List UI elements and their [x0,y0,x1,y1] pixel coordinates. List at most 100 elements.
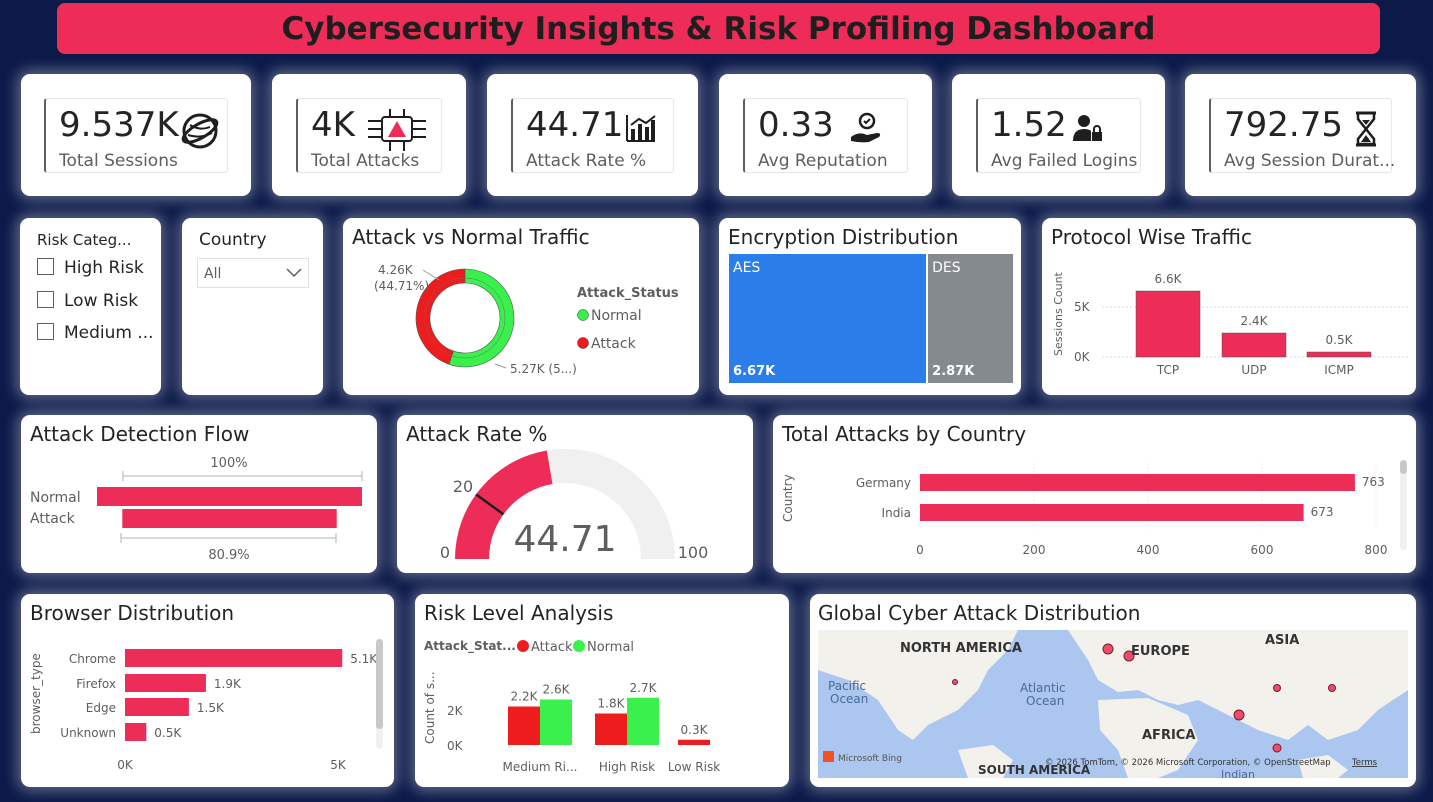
stage-label-attack: Attack [30,511,76,527]
treemap: AES 6.67K DES 2.87K [729,254,1013,383]
kpi-value: 4K [311,105,355,145]
x-tick: 0 [916,543,924,557]
ocean-label: Ocean [1026,694,1064,708]
card-title: Attack Rate % [406,422,548,446]
kpi-label: Total Attacks [311,151,420,171]
slicer-title: Country [199,230,267,250]
legend-label-attack: Attack [531,640,573,655]
x-tick: Medium Ri... [503,760,578,774]
user-lock-icon [1073,115,1102,141]
chevron-down-icon [286,268,302,278]
risk-level-bar-chart: Attack_Stat... Attack Normal Count of s.… [423,639,720,774]
legend-marker-attack [517,640,529,652]
scrollbar[interactable] [376,639,383,749]
attack-detection-flow-card[interactable]: Attack Detection Flow 100% 80.9% Normal … [21,415,377,573]
browser-distribution-card[interactable]: Browser Distribution browser_type 0K 5K Ch… [21,594,394,787]
ocean-label: Ocean [830,692,868,706]
kpi-card-attack-rate[interactable]: 44.71 Attack Rate % [487,74,698,196]
card-title: Total Attacks by Country [782,422,1027,446]
map-logo-text: Microsoft Bing [838,754,902,764]
attacks-by-country-card[interactable]: Total Attacks by Country Country 0 200 400… [773,415,1416,573]
country-slicer[interactable]: Country All [182,218,323,395]
legend-title: Attack_Status [577,286,679,301]
world-map[interactable]: NORTH AMERICA EUROPE ASIA AFRICA SOUTH A… [818,630,1408,778]
bar-germany [920,474,1355,491]
tile-value: 6.67K [733,364,776,379]
risk-option-high[interactable]: High Risk [37,258,144,278]
risk-category-slicer[interactable]: Risk Categ... High Risk Low Risk Medium … [20,218,161,395]
y-tick: Chrome [69,652,116,666]
attack-point-marker [1233,709,1245,721]
protocol-traffic-card[interactable]: Protocol Wise Traffic Sessions Count 5K … [1042,218,1416,395]
kpi-card-total-sessions[interactable]: 9.537K Total Sessions [21,74,251,196]
x-tick: 600 [1251,543,1274,557]
bar-india [920,504,1304,521]
checkbox[interactable] [37,323,54,340]
y-tick: 0K [447,739,464,753]
card-title: Protocol Wise Traffic [1051,225,1253,249]
bar-unknown [125,723,147,741]
card-title: Attack vs Normal Traffic [352,225,590,249]
donut-slice-normal [448,268,515,368]
y-tick: India [882,506,911,520]
kpi-value: 1.52 [991,105,1067,145]
funnel-bar-attack [122,509,337,528]
legend-marker-normal [577,309,589,321]
ocean-label: Atlantic [1020,681,1066,695]
card-title: Global Cyber Attack Distribution [818,601,1141,625]
bing-logo-icon [823,751,834,762]
hourglass-icon [1356,111,1376,147]
global-attack-map-card[interactable]: Global Cyber Attack Distribution NORTH A… [810,594,1416,787]
treemap-tile-des[interactable]: DES 2.87K [928,254,1013,383]
data-label: 1.8K [598,697,626,711]
tile-label: DES [932,260,961,276]
gauge-min: 0 [440,543,450,562]
circuit-alert-icon [368,109,426,151]
treemap-tile-aes[interactable]: AES 6.67K [729,254,927,383]
map-terms-link[interactable]: Terms [1351,758,1378,768]
protocol-bar-chart: Sessions Count 5K 0K 6.6K TCP 2.4K UDP 0.5K I… [1052,271,1408,377]
attack-point-marker [1102,643,1114,655]
data-label: 2.2K [511,690,539,704]
data-label: 763 [1362,475,1385,489]
normal-data-label: 5.27K (5...) [510,362,577,376]
data-label: 2.7K [630,681,658,695]
attack-vs-normal-card[interactable]: Attack vs Normal Traffic 4.26K (44.71%) … [343,218,699,395]
bar-tcp [1135,290,1201,358]
bar-chrome [125,649,343,667]
data-label: 0.5K [154,726,182,740]
kpi-card-total-attacks[interactable]: 4K Total Attacks [272,74,466,196]
y-axis-label: Sessions Count [1052,271,1065,356]
country-dropdown[interactable]: All [197,258,309,288]
option-label: Low Risk [64,291,139,311]
ocean-label: Indian [1221,768,1255,778]
risk-option-low[interactable]: Low Risk [37,291,138,311]
kpi-card-avg-failed-logins[interactable]: 1.52 Avg Failed Logins [952,74,1165,196]
region-label: NORTH AMERICA [900,641,1022,656]
attack-rate-gauge-card[interactable]: Attack Rate % 44.71 0 100 20 [397,415,753,573]
checkbox[interactable] [37,258,54,275]
bar-firefox [125,674,206,692]
y-axis-label: Count of s... [423,671,437,744]
kpi-card-avg-session-duration[interactable]: 792.75 Avg Session Durat... [1185,74,1416,196]
kpi-value: 44.71 [526,105,624,145]
checkbox[interactable] [37,291,54,308]
scrollbar[interactable] [1400,460,1407,550]
card-title: Encryption Distribution [728,225,959,249]
y-axis-label: Country [781,474,795,522]
bar-attack [508,706,540,745]
x-tick: Low Risk [668,760,720,774]
country-bar-chart: Country 0 200 400 600 800 Germany 763 India 673 [781,463,1387,557]
y-tick: Unknown [60,726,116,740]
donut-chart: 4.26K (44.71%) 5.27K (5...) Attack_Statu… [374,263,679,376]
slicer-title: Risk Categ... [37,231,132,249]
bar-attack [595,713,627,745]
risk-level-analysis-card[interactable]: Risk Level Analysis Attack_Stat... Attac… [415,594,789,787]
kpi-card-avg-reputation[interactable]: 0.33 Avg Reputation [719,74,932,196]
risk-option-medium[interactable]: Medium ... [37,323,154,343]
encryption-distribution-card[interactable]: Encryption Distribution AES 6.67K DES 2.… [719,218,1021,395]
kpi-value: 9.537K [59,105,179,145]
kpi-label: Avg Session Durat... [1224,151,1396,171]
top-percentage: 100% [210,456,247,471]
y-tick: Firefox [76,677,116,691]
